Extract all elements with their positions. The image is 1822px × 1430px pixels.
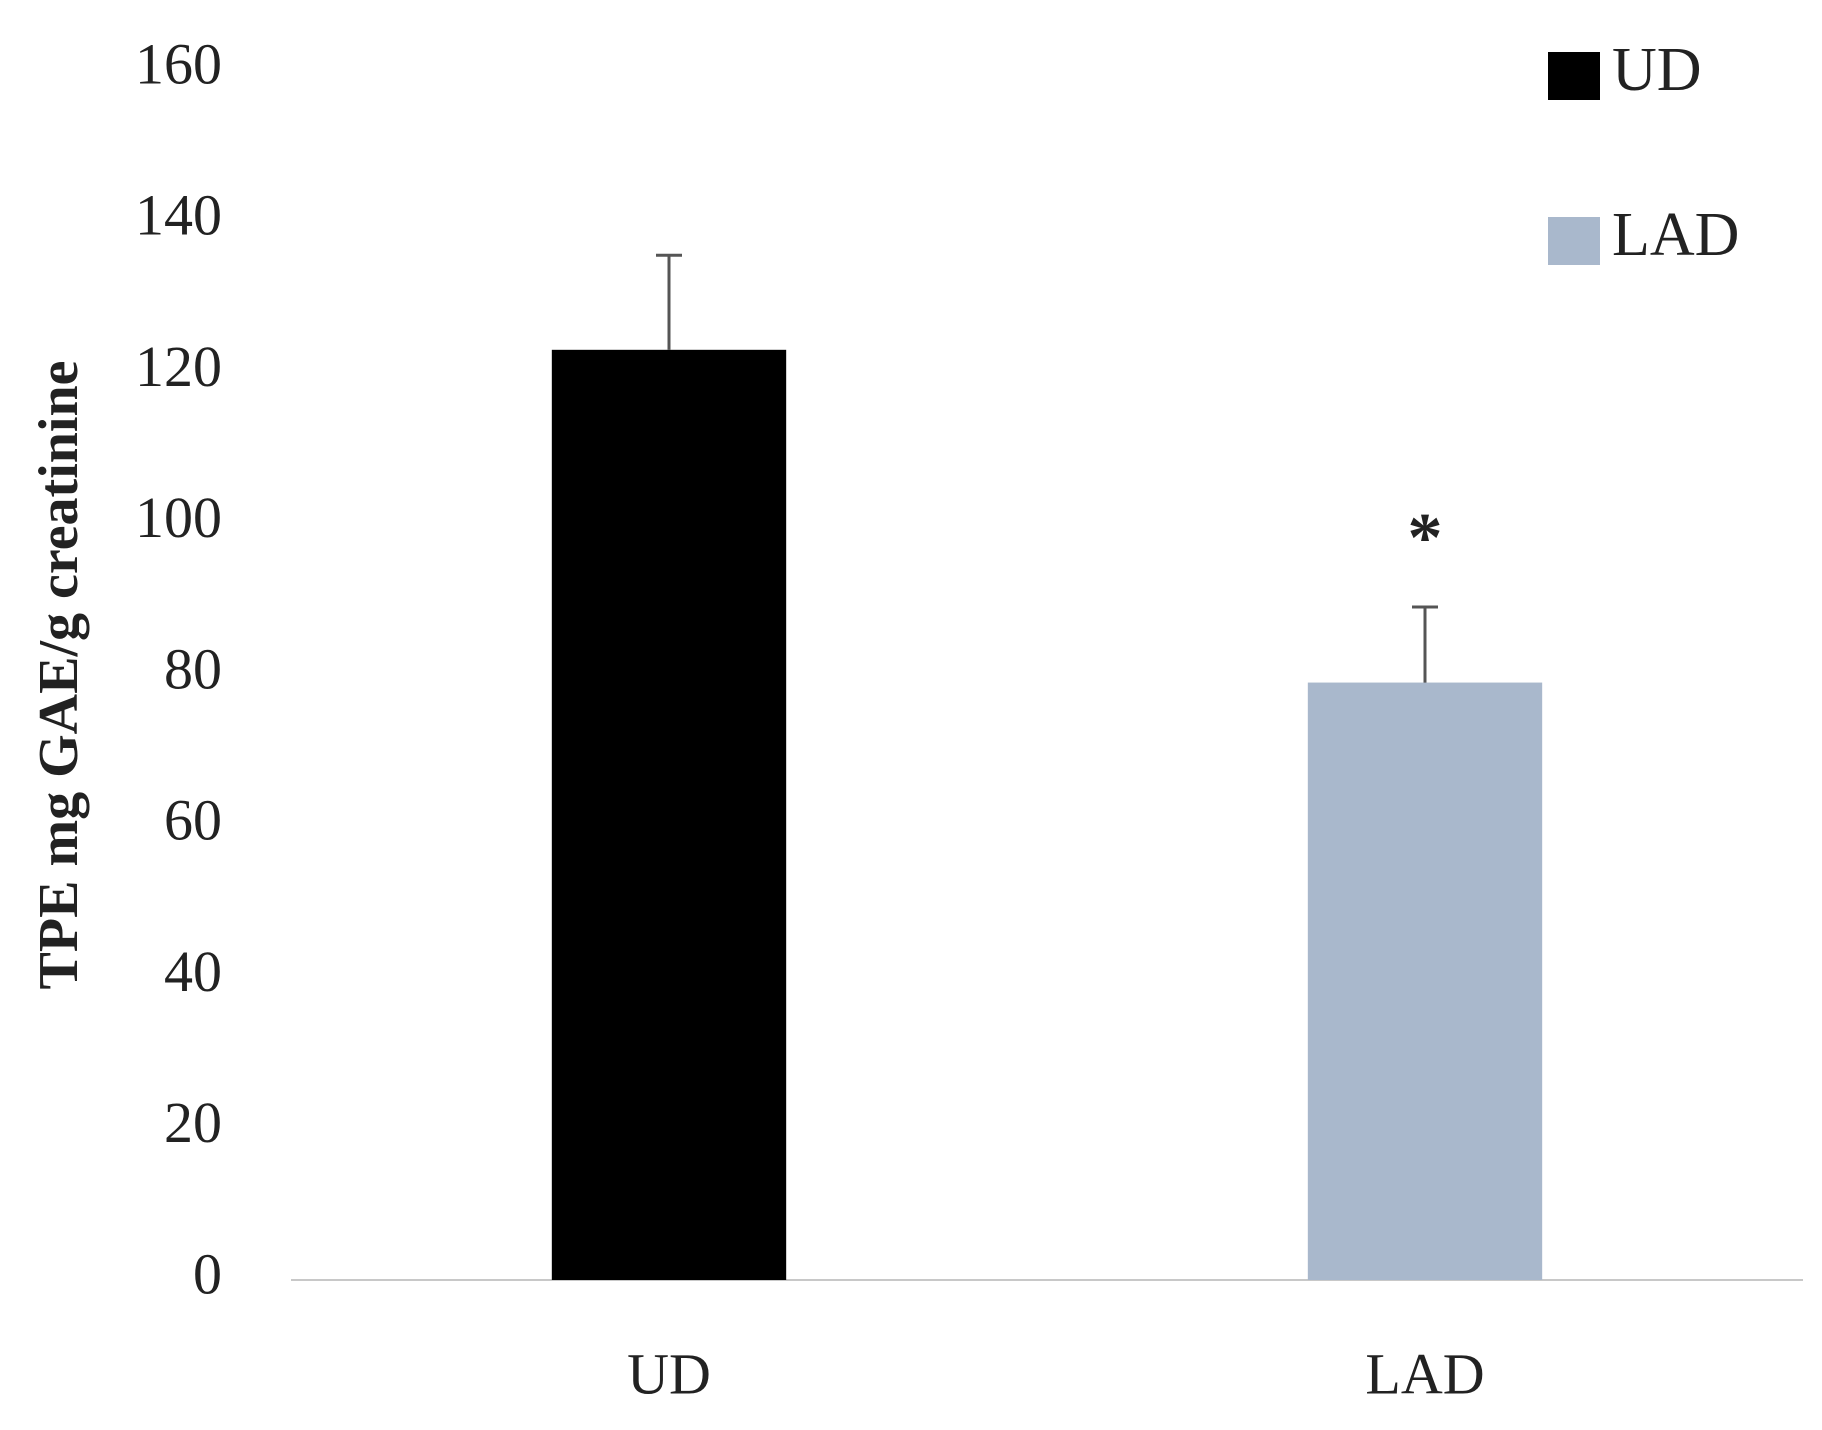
y-tick-label: 0 [193,1241,222,1306]
y-tick-label: 60 [164,788,222,853]
y-tick-label: 120 [135,334,222,399]
x-tick-label: LAD [1365,1341,1484,1406]
y-axis-label: TPE mg GAE/g creatinine [28,361,90,990]
significance-marker: * [1408,500,1443,577]
legend-label: LAD [1612,201,1739,269]
bar [551,349,787,1280]
bar [1307,682,1543,1280]
legend-label: UD [1612,36,1702,104]
legend-swatch [1548,52,1600,100]
legend-swatch [1548,217,1600,265]
y-tick-label: 100 [135,485,222,550]
y-tick-label: 160 [135,31,222,96]
x-tick-label: UD [627,1341,711,1406]
y-tick-label: 40 [164,939,222,1004]
y-tick-label: 80 [164,636,222,701]
y-tick-label: 20 [164,1090,222,1155]
y-tick-label: 140 [135,183,222,248]
